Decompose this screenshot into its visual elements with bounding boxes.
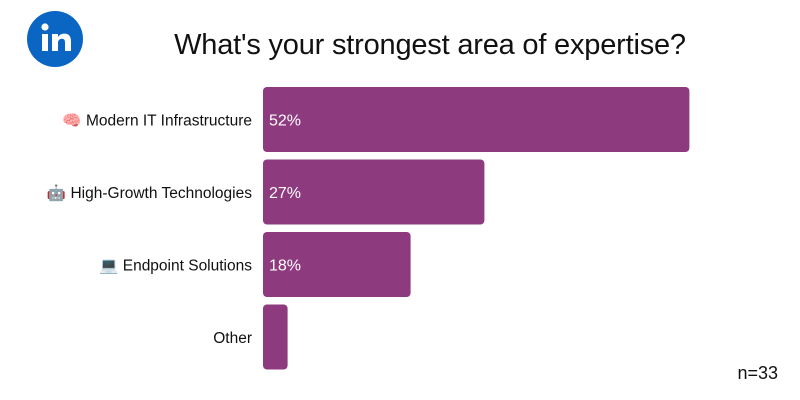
- linkedin-icon: [41, 23, 71, 51]
- value-label-3: 18%: [269, 258, 301, 275]
- category-label-3: 💻 Endpoint Solutions: [99, 258, 252, 275]
- chart-title: What's your strongest area of expertise?: [174, 29, 686, 61]
- value-label-2: 27%: [269, 185, 301, 202]
- category-label-4: Other: [213, 330, 252, 347]
- linkedin-logo: [27, 11, 83, 67]
- sample-size-label: n=33: [737, 363, 778, 383]
- category-label-2: 🤖 High-Growth Technologies: [47, 183, 252, 202]
- value-label-1: 52%: [269, 113, 301, 130]
- bar-2: [263, 159, 485, 225]
- bar-3: [263, 232, 411, 297]
- category-label-1: 🧠 Modern IT Infrastructure: [62, 112, 252, 130]
- bar-4: [263, 304, 288, 370]
- bar-1: [263, 87, 690, 152]
